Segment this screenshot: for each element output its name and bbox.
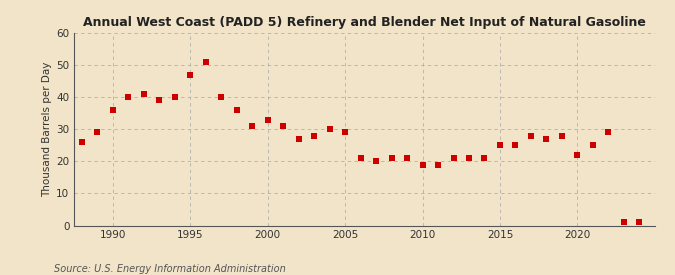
Text: Source: U.S. Energy Information Administration: Source: U.S. Energy Information Administ… [54,264,286,274]
Title: Annual West Coast (PADD 5) Refinery and Blender Net Input of Natural Gasoline: Annual West Coast (PADD 5) Refinery and … [83,16,646,29]
Y-axis label: Thousand Barrels per Day: Thousand Barrels per Day [42,62,52,197]
